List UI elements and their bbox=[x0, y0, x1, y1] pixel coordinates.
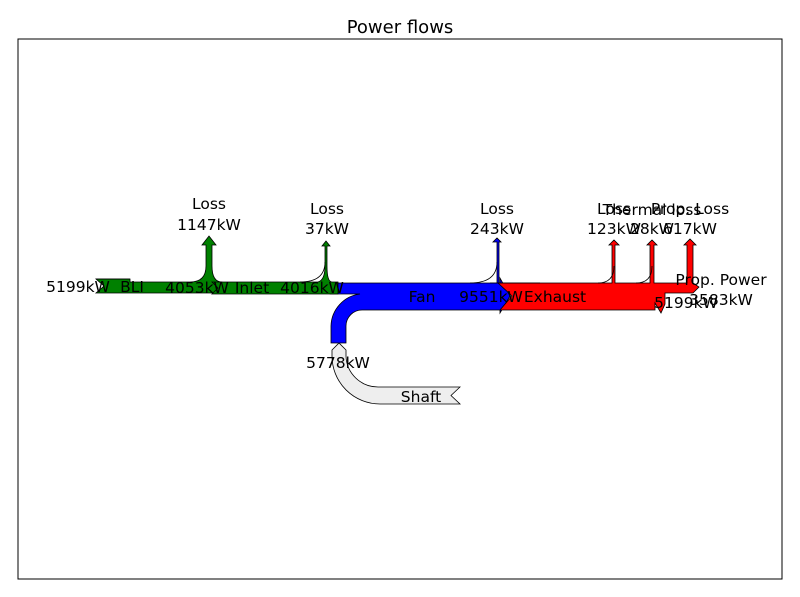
flow-value-label: 5199kW bbox=[46, 278, 110, 296]
connector-line bbox=[597, 265, 615, 284]
flow-name-label: Loss bbox=[597, 200, 631, 218]
flow-value-label: 28kW bbox=[630, 220, 674, 238]
fan-flow bbox=[329, 237, 511, 344]
connector-line bbox=[635, 265, 653, 284]
flow-name-label: Loss bbox=[480, 200, 514, 218]
flow-value-label: 9551kW bbox=[459, 288, 523, 306]
flow-value-label: 5778kW bbox=[306, 354, 370, 372]
exhaust-flow bbox=[496, 238, 700, 314]
flow-value-label: 243kW bbox=[470, 220, 524, 238]
flow-value-label: 37kW bbox=[305, 220, 349, 238]
flow-value-label: 617kW bbox=[663, 220, 717, 238]
flow-value-label: 1147kW bbox=[177, 216, 241, 234]
flow-value-label: 4016kW bbox=[280, 279, 344, 297]
chart-title: Power flows bbox=[347, 17, 454, 38]
flow-value-label: 5199kW bbox=[654, 294, 718, 312]
flow-name-label: Thermal loss bbox=[602, 201, 702, 219]
flow-labels: BLI Inlet Fan Exhaust Shaft 5199kW Loss 1147kW 4… bbox=[46, 195, 767, 406]
inlet-flow bbox=[211, 240, 339, 295]
axes-frame bbox=[17, 38, 783, 580]
node-name-exhaust: Exhaust bbox=[524, 288, 586, 306]
flow-value-label: 4053kW bbox=[165, 279, 229, 297]
flow-value-label: 3583kW bbox=[689, 291, 753, 309]
flow-name-label: Prop. Loss bbox=[651, 200, 729, 218]
flow-value-label: 123kW bbox=[587, 220, 641, 238]
node-name-fan: Fan bbox=[409, 288, 436, 306]
shaft-flow bbox=[331, 342, 462, 405]
flow-name-label: Prop. Power bbox=[675, 271, 767, 289]
flow-name-label: Loss bbox=[192, 195, 226, 213]
node-name-shaft: Shaft bbox=[401, 388, 441, 406]
connector-line bbox=[299, 261, 326, 283]
node-name-inlet: Inlet bbox=[235, 279, 269, 297]
flow-name-label: Loss bbox=[310, 200, 344, 218]
connector-line bbox=[469, 261, 498, 284]
node-name-bli: BLI bbox=[120, 278, 144, 296]
